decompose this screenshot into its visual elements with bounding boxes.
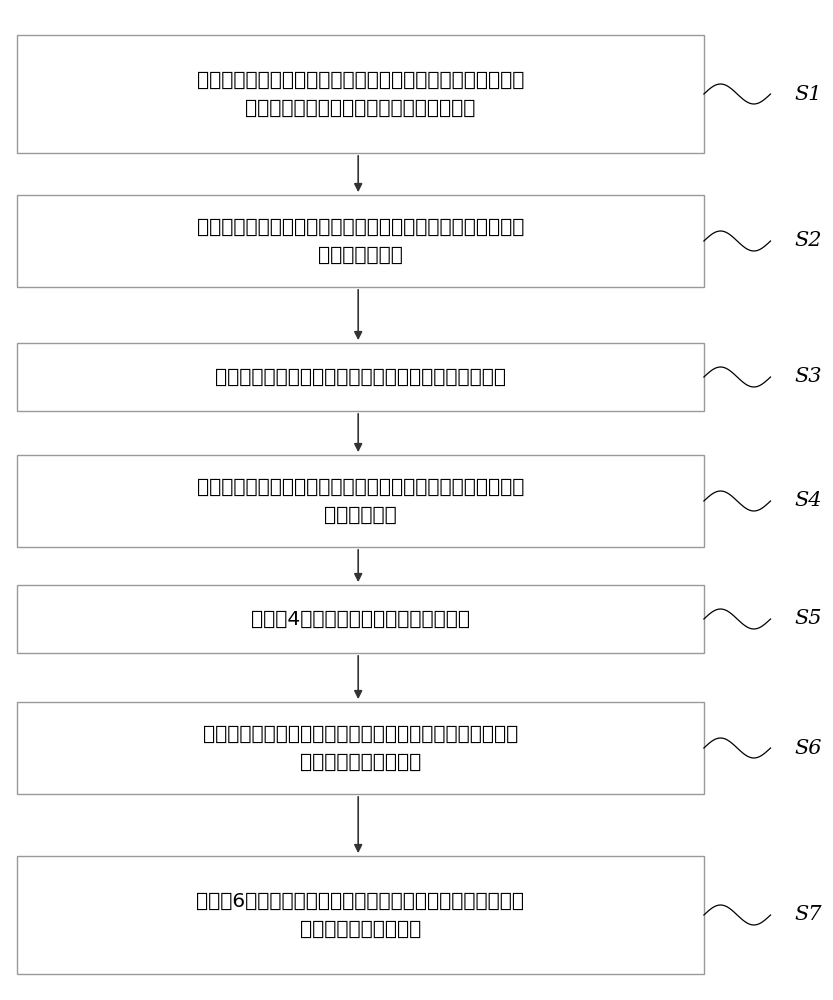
Text: 将步骤4）所得到的样品放入烤笱内烘烤: 将步骤4）所得到的样品放入烤笱内烘烤 (251, 609, 470, 629)
Text: 在所述待检测样品表面涂覆石蜡，而后用玻璃片覆盖在石蜡及
载体晶体表面: 在所述待检测样品表面涂覆石蜡，而后用玻璃片覆盖在石蜡及 载体晶体表面 (197, 478, 524, 524)
Bar (17, 455, 704, 547)
Text: 在所述凹槽内涂上导电胶，将待检测样品放置于凹槽内: 在所述凹槽内涂上导电胶，将待检测样品放置于凹槽内 (215, 367, 506, 386)
Text: S7: S7 (794, 906, 822, 924)
Bar (17, 35, 704, 153)
Bar (17, 195, 704, 287)
Text: S1: S1 (794, 85, 822, 104)
Text: 将步骤6）所得到的样品粘贴到承载装置上部的半圆形斜面上
，对所述样品进行研磨: 将步骤6）所得到的样品粘贴到承载装置上部的半圆形斜面上 ，对所述样品进行研磨 (197, 892, 524, 938)
Text: 取出所述样品，待样品冷却后将其放入丙酮溶液中浸泡，以
去除所述石蜡和玻璃片: 取出所述样品，待样品冷却后将其放入丙酮溶液中浸泡，以 去除所述石蜡和玻璃片 (202, 724, 518, 772)
Bar (17, 702, 704, 794)
Bar (17, 856, 704, 974)
Text: S5: S5 (794, 609, 822, 629)
Bar (17, 585, 704, 653)
Text: S4: S4 (794, 491, 822, 510)
Text: S2: S2 (794, 232, 822, 250)
Text: S6: S6 (794, 738, 822, 758)
Bar (17, 343, 704, 411)
Text: 提供一承载装置，所述承载装置下部为圆柱体，上部为两个用
于粘贴样品的、具有固定角度的半圆形斜面: 提供一承载装置，所述承载装置下部为圆柱体，上部为两个用 于粘贴样品的、具有固定角… (197, 70, 524, 117)
Text: 截取一晶片作为待检测样品的载体，在载体一端挖一个与载体
侧边平行的凹槽: 截取一晶片作为待检测样品的载体，在载体一端挖一个与载体 侧边平行的凹槽 (197, 218, 524, 264)
Text: S3: S3 (794, 367, 822, 386)
